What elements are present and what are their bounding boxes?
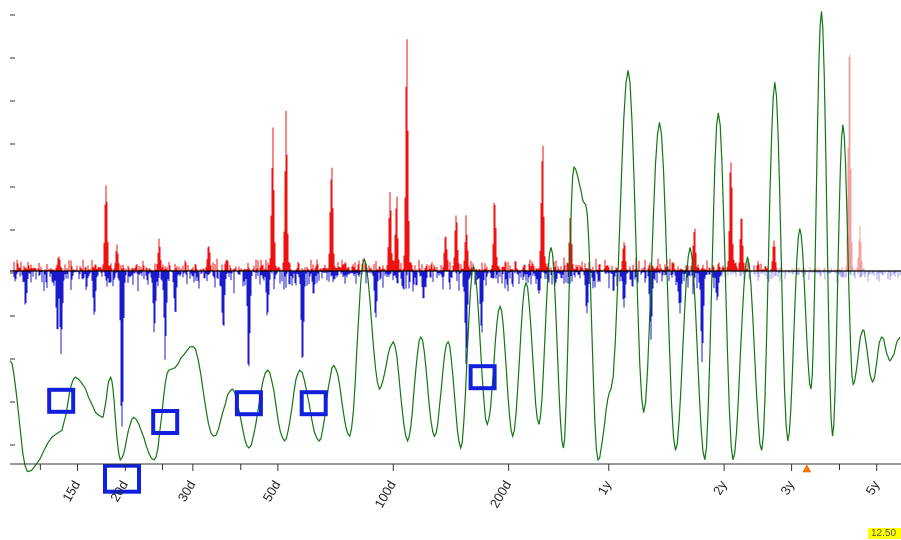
x-tick-label: 20d (107, 478, 131, 504)
x-axis: 15d 20d 30d 50d 100d 200d 1y 2y 3y 5y (10, 463, 901, 511)
x-tick-label: 15d (59, 478, 83, 504)
x-tick-label: 2y (710, 478, 730, 498)
cycle-highlight-box (47, 387, 76, 414)
cycle-highlight-box (468, 364, 497, 391)
highlighted-cycle-boxes (47, 364, 497, 494)
faded-spectrum-series (721, 54, 901, 283)
negative-spectrum-series (13, 271, 722, 427)
y-axis-ticks (10, 14, 15, 446)
oscillator-series (9, 11, 901, 473)
cycle-highlight-box (299, 390, 328, 417)
x-tick-label: 3y (777, 478, 797, 498)
oscillator-line (9, 11, 901, 473)
corner-value-tag: 12.50 (868, 528, 901, 539)
cycle-highlight-box (234, 390, 263, 417)
x-tick-label: 5y (862, 478, 882, 498)
cycle-highlight-box (103, 463, 141, 494)
x-tick-label: 50d (260, 478, 284, 504)
cycle-highlight-box (151, 409, 180, 435)
x-tick-label: 30d (175, 478, 199, 504)
current-position-marker (802, 464, 812, 473)
x-tick-label: 200d (487, 478, 514, 511)
positive-spectrum-series (13, 39, 777, 271)
x-tick-label: 100d (371, 478, 398, 511)
x-tick-label: 1y (594, 478, 614, 498)
current-position-triangle (802, 464, 812, 473)
